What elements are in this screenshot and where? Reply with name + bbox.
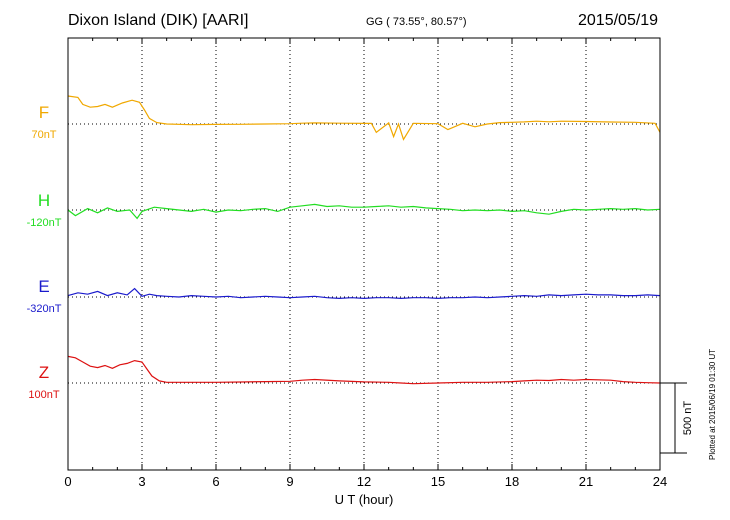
baseline-label-f: 70nT [31, 129, 56, 141]
baseline-label-e: -320nT [27, 303, 62, 315]
scale-bar: 500 nT [660, 382, 694, 454]
component-label-z: Z [39, 363, 49, 382]
station-coordinates: GG ( 73.55°, 80.57°) [366, 16, 467, 28]
chart-title: Dixon Island (DIK) [AARI] [68, 12, 249, 29]
series-layer [67, 95, 661, 385]
x-tick-label: 9 [286, 474, 293, 489]
x-tick-label: 3 [138, 474, 145, 489]
x-tick-label: 0 [64, 474, 71, 489]
series-line-z [67, 355, 661, 385]
x-tick-label: 15 [431, 474, 445, 489]
component-label-h: H [38, 191, 50, 210]
x-tick-label: 6 [212, 474, 219, 489]
baseline-label-z: 100nT [28, 389, 59, 401]
series-line-f [67, 95, 661, 141]
x-axis-label: U T (hour) [335, 492, 394, 507]
component-label-e: E [38, 277, 49, 296]
x-axis-ticks: 0 3 6 9 12 15 18 21 24 [64, 38, 667, 489]
chart-date: 2015/05/19 [578, 12, 659, 29]
component-label-f: F [39, 103, 49, 122]
baseline-label-h: -120nT [27, 217, 62, 229]
x-tick-label: 24 [653, 474, 667, 489]
x-tick-label: 21 [579, 474, 593, 489]
x-tick-label: 18 [505, 474, 519, 489]
component-labels: F 70nT H -120nT E -320nT Z 100nT [27, 103, 62, 401]
x-tick-label: 12 [357, 474, 371, 489]
chart-grid [68, 38, 660, 470]
scale-bar-label: 500 nT [682, 401, 694, 436]
series-line-e [67, 287, 661, 300]
series-line-h [67, 203, 661, 220]
